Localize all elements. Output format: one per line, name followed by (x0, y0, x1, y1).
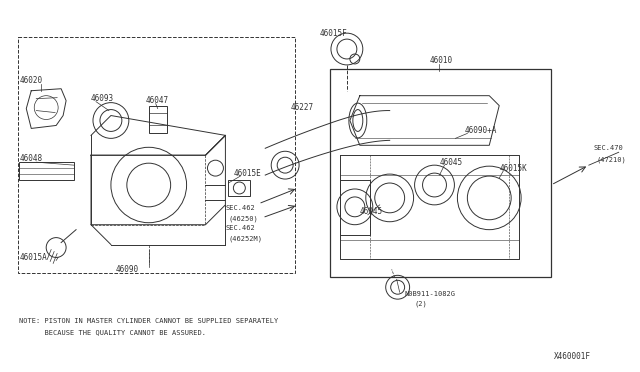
Text: N0B911-1082G: N0B911-1082G (404, 291, 456, 297)
Text: 46090: 46090 (116, 265, 139, 274)
Text: SEC.470: SEC.470 (594, 145, 623, 151)
Text: 46015K: 46015K (499, 164, 527, 173)
Bar (340, 180, 370, 235)
Text: 46015F: 46015F (320, 29, 348, 38)
Text: 46045: 46045 (360, 207, 383, 216)
Text: (47210): (47210) (596, 157, 627, 163)
Text: 46015A: 46015A (19, 253, 47, 262)
Text: (2): (2) (415, 301, 428, 307)
Text: BECAUSE THE QUALITY CANNOT BE ASSURED.: BECAUSE THE QUALITY CANNOT BE ASSURED. (19, 329, 206, 335)
Text: (46250): (46250) (228, 215, 258, 222)
Text: NOTE: PISTON IN MASTER CYLINDER CANNOT BE SUPPLIED SEPARATELY: NOTE: PISTON IN MASTER CYLINDER CANNOT B… (19, 318, 278, 324)
Text: X460001F: X460001F (554, 352, 591, 361)
Bar (228, 180, 250, 196)
Text: 46048: 46048 (19, 154, 42, 163)
Bar (19, 162, 74, 180)
Text: SEC.462: SEC.462 (225, 205, 255, 211)
Text: 46020: 46020 (19, 76, 42, 85)
Text: 46047: 46047 (146, 96, 169, 105)
Text: SEC.462: SEC.462 (225, 225, 255, 231)
Text: (46252M): (46252M) (228, 235, 262, 242)
Text: 46045: 46045 (440, 158, 463, 167)
Bar (19, 37, 295, 273)
Text: 46015E: 46015E (234, 169, 261, 177)
Text: 46227: 46227 (290, 103, 313, 112)
Bar (148, 106, 166, 134)
Bar (330, 69, 551, 277)
Text: 46090+A: 46090+A (465, 126, 497, 135)
Text: 46093: 46093 (91, 94, 114, 103)
Text: 46010: 46010 (429, 57, 452, 65)
